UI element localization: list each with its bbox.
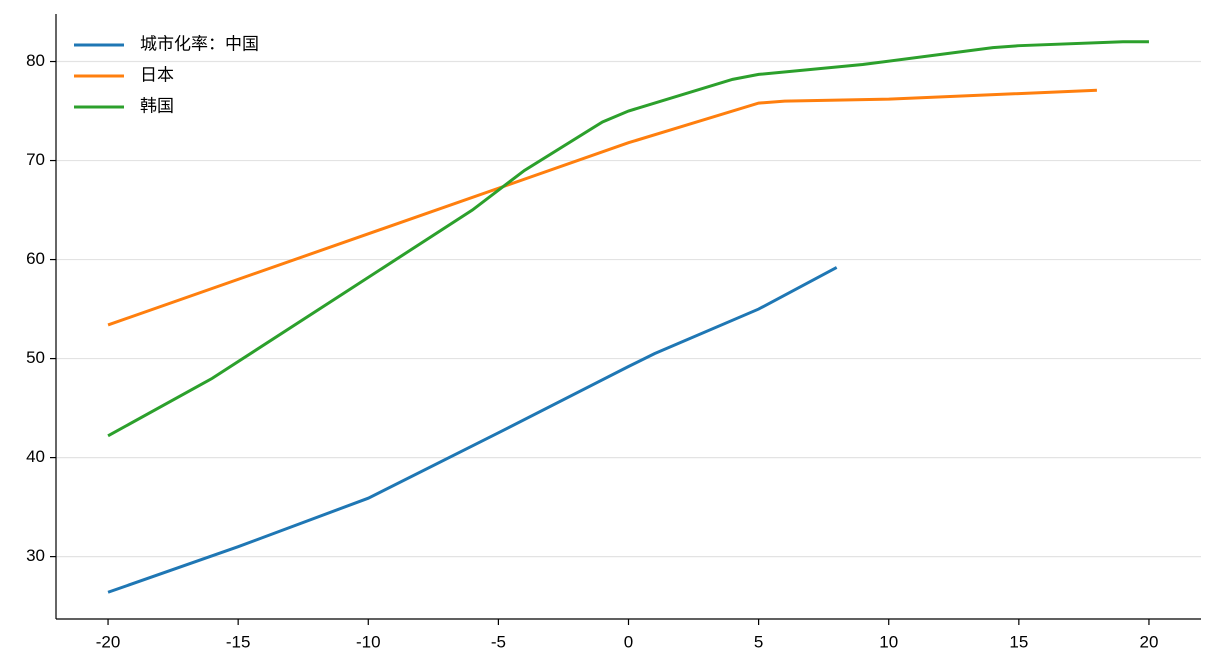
x-tick-label: 10 bbox=[879, 632, 898, 651]
legend-label: 韩国 bbox=[140, 96, 174, 115]
x-tick-label: 15 bbox=[1009, 632, 1028, 651]
x-tick-label: -15 bbox=[226, 632, 251, 651]
x-tick-label: 0 bbox=[624, 632, 633, 651]
line bbox=[107, 266, 838, 594]
y-tick-label: 40 bbox=[26, 447, 45, 466]
legend-label: 城市化率：中国 bbox=[140, 34, 259, 53]
x-tick-label: -10 bbox=[356, 632, 381, 651]
y-tick-label: 80 bbox=[26, 51, 45, 70]
y-tick-label: 70 bbox=[26, 150, 45, 169]
y-tick-label: 50 bbox=[26, 348, 45, 367]
legend-label: 日本 bbox=[140, 65, 174, 84]
x-tick-label: 20 bbox=[1139, 632, 1158, 651]
x-tick-label: -20 bbox=[96, 632, 121, 651]
x-tick-label: -5 bbox=[491, 632, 506, 651]
x-tick-label: 5 bbox=[754, 632, 763, 651]
line bbox=[107, 88, 1097, 327]
line bbox=[107, 40, 1149, 438]
y-tick-label: 60 bbox=[26, 249, 45, 268]
y-tick-label: 30 bbox=[26, 546, 45, 565]
